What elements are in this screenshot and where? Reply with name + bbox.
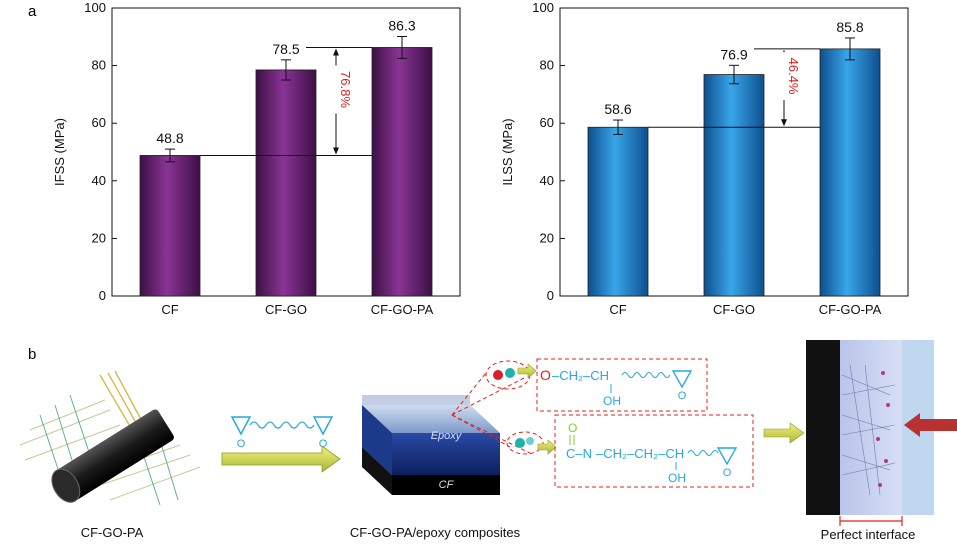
panel-a-label: a [28, 3, 37, 20]
caption-composites: CF-GO-PA/epoxy composites [350, 525, 521, 540]
ilss-ylabel: ILSS (MPa) [500, 118, 515, 185]
ifss-value-label: 48.8 [156, 130, 183, 146]
ilss-value-label: 85.8 [836, 19, 863, 35]
ilss-category-label: CF-GO [713, 302, 755, 317]
ilss-annotation-backdrop [776, 52, 792, 101]
process-arrow-2 [763, 422, 805, 444]
formula-box-1: O –CH₂–CH OH O [536, 358, 708, 412]
monomer-o-right: O [319, 438, 328, 450]
formula1-chain: –CH₂–CH [552, 368, 609, 383]
ifss-annotation-backdrop [328, 65, 344, 114]
ilss-value-label: 58.6 [604, 101, 631, 117]
formula2-oh: OH [668, 471, 686, 485]
ilss-value-label: 76.9 [720, 46, 747, 62]
ifss-category-label: CF-GO [265, 302, 307, 317]
formula1-o: O [540, 367, 551, 383]
ifss-increase-arrowhead-down [333, 147, 339, 155]
composite-block: Epoxy CF [362, 395, 500, 495]
block-cf-label: CF [439, 479, 455, 491]
formula2-chain: –CH₂–CH₂–CH [596, 446, 684, 461]
ilss-bar-cf [587, 126, 649, 297]
molecule-dots [493, 368, 534, 448]
epoxy-monomer: O O [230, 416, 334, 450]
ilss-bar-cf-go [703, 74, 765, 297]
ifss-ytick-label: 40 [92, 173, 106, 188]
block-epoxy-label: Epoxy [431, 430, 463, 442]
schematic-svg: b CF-GO-PA O [19, 340, 957, 542]
formula2-epoxide-o: O [723, 467, 732, 479]
ifss-category-label: CF [161, 302, 178, 317]
formula2-carbonyl-o: O [568, 421, 577, 435]
caption-cf-go-pa: CF-GO-PA [81, 525, 144, 540]
ilss-ytick-label: 0 [547, 288, 554, 303]
ifss-ytick-label: 80 [92, 58, 106, 73]
ilss-chart: 0 20 40 60 80 100 ILSS (MPa) 58.6 CF 76.9 CF-GO 85.… [500, 0, 909, 317]
caption-perfect-interface: Perfect interface [821, 527, 916, 542]
perfect-interface-illustration [806, 340, 957, 526]
ifss-bar-cf-go [255, 69, 317, 297]
ilss-ytick-label: 20 [540, 230, 554, 245]
ifss-bar-cf-go-pa [371, 47, 433, 297]
ifss-increase-arrowhead-up [333, 48, 339, 56]
ifss-chart: 0 20 40 60 80 100 IFSS (MPa) 48.8 CF 78.5 CF-GO 86.… [52, 0, 461, 317]
formula1-oh: OH [603, 394, 621, 408]
ifss-value-label: 78.5 [272, 41, 299, 57]
ifss-ytick-label: 20 [92, 230, 106, 245]
cf-go-pa-illustration [19, 370, 201, 506]
small-arrow-2 [537, 439, 557, 455]
panel-b-label: b [28, 346, 36, 363]
ilss-bar-cf-go-pa [819, 48, 881, 297]
ilss-increase-arrowhead-down [781, 119, 787, 127]
small-arrow-1 [517, 363, 537, 379]
ifss-bar-cf [139, 155, 201, 297]
ifss-increase-annotation: 76.8% [338, 71, 353, 108]
ilss-ytick-label: 100 [532, 0, 554, 15]
charts-svg: a 0 20 40 60 80 100 IFSS (MPa) 48.8 CF 78.5 CF-GO 8… [28, 0, 909, 317]
ilss-increase-annotation: 46.4% [786, 58, 801, 95]
formula2-cn: C–N [566, 446, 592, 461]
ilss-ytick-label: 60 [540, 115, 554, 130]
ifss-ylabel: IFSS (MPa) [52, 118, 67, 186]
ifss-ytick-label: 100 [84, 0, 106, 15]
ilss-category-label: CF-GO-PA [819, 302, 882, 317]
ifss-category-label: CF-GO-PA [371, 302, 434, 317]
ilss-ytick-label: 40 [540, 173, 554, 188]
ifss-value-label: 86.3 [388, 18, 415, 34]
monomer-o-left: O [237, 438, 246, 450]
formula1-epoxide-o: O [678, 390, 687, 402]
formula-box-2: O C–N –CH₂–CH₂–CH OH O [554, 414, 754, 488]
ilss-category-label: CF [609, 302, 626, 317]
process-arrow-1 [221, 445, 341, 473]
ifss-ytick-label: 60 [92, 115, 106, 130]
ifss-ytick-label: 0 [99, 288, 106, 303]
ilss-ytick-label: 80 [540, 58, 554, 73]
